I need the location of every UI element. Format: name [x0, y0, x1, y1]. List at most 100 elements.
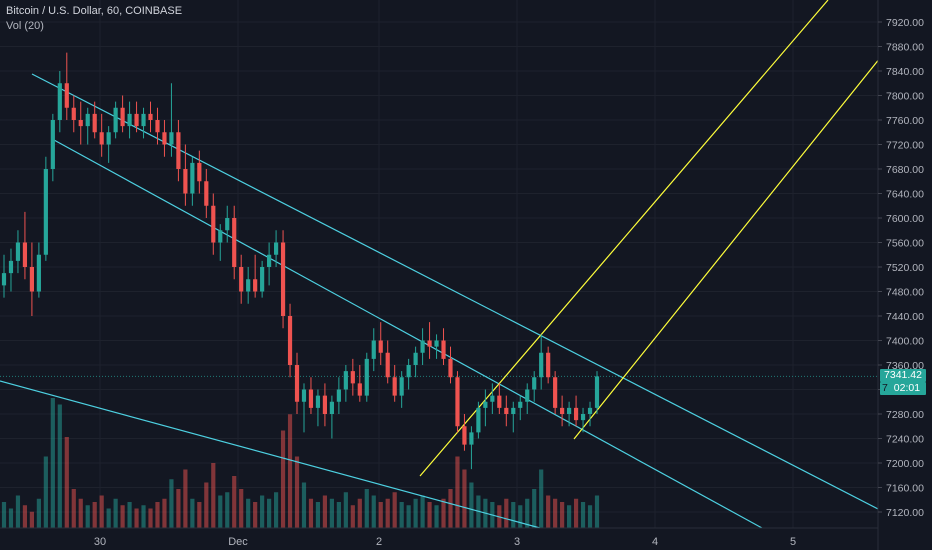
trendlines[interactable]: [0, 0, 881, 529]
candle-body: [378, 340, 383, 353]
candlesticks: [1, 52, 600, 470]
candle-body: [329, 401, 334, 414]
volume-bar: [71, 489, 76, 528]
volume-bar: [287, 414, 293, 528]
volume-bar: [8, 508, 14, 528]
candle-body: [343, 371, 348, 390]
volume-bar: [225, 492, 230, 528]
candle-body: [483, 401, 488, 408]
price-tick-label: 7480.00: [886, 287, 924, 299]
countdown-tag: 7 02:01: [880, 382, 926, 395]
symbol-title[interactable]: Bitcoin / U.S. Dollar, 60, COINBASE: [6, 5, 183, 17]
volume-bar: [343, 492, 348, 528]
candle-body: [497, 395, 502, 408]
price-tick-label: 7600.00: [886, 213, 924, 225]
candle-body: [169, 132, 174, 145]
volume-bar: [211, 463, 216, 528]
price-tick-label: 7720.00: [886, 140, 924, 152]
candle-body: [204, 181, 209, 206]
price-tick-label: 7920.00: [886, 17, 924, 29]
volume-bar: [169, 479, 174, 528]
volume-bar: [162, 498, 167, 528]
candle-body: [232, 218, 237, 267]
volume-bar: [392, 492, 397, 528]
volume-bar: [580, 502, 586, 528]
candle-body: [64, 83, 69, 108]
trendline-yellow: [419, 0, 829, 477]
candle-body: [78, 120, 83, 127]
volume-bar: [329, 498, 334, 528]
candle-body: [50, 120, 55, 169]
trendline-cyan: [31, 73, 881, 511]
volume-bar: [148, 508, 153, 528]
volume-bar: [85, 505, 90, 528]
volume-bar: [267, 498, 272, 528]
candle-body: [1, 273, 7, 286]
candle-body: [29, 267, 34, 292]
volume-bar: [378, 502, 383, 528]
price-tick-label: 7640.00: [886, 189, 924, 201]
candle-body: [190, 162, 195, 194]
volume-bar: [246, 498, 251, 528]
candle-body: [413, 352, 418, 365]
time-axis[interactable]: 30 Dec 2 3 4 5: [0, 527, 878, 548]
candle-body: [43, 169, 48, 255]
volume-bar: [420, 495, 425, 528]
candle-body: [392, 377, 397, 396]
volume-bar: [127, 502, 132, 528]
time-tick-label: 5: [790, 536, 796, 548]
candle-body: [155, 120, 160, 133]
price-tick-label: 7400.00: [886, 336, 924, 348]
candle-body: [57, 83, 62, 120]
candle-body: [434, 340, 439, 347]
candle-body: [371, 340, 376, 359]
candle-body: [532, 377, 537, 390]
volume-bar: [587, 505, 593, 528]
candle-body: [462, 426, 467, 445]
volume-bar: [462, 469, 467, 528]
volume-bar: [427, 502, 432, 528]
price-tick-label: 7560.00: [886, 238, 924, 250]
price-tick-label: 7120.00: [886, 507, 924, 519]
candle-body: [504, 407, 509, 414]
candle-body: [211, 205, 216, 243]
candle-body: [357, 383, 362, 396]
price-tick-label: 7280.00: [886, 409, 924, 421]
candle-body: [197, 162, 202, 182]
price-axis[interactable]: 7120.007160.007200.007240.007280.007320.…: [877, 0, 932, 550]
price-tick-label: 7520.00: [886, 262, 924, 274]
volume-bar: [441, 498, 446, 528]
candle-body: [273, 242, 279, 255]
volume-bar: [455, 456, 460, 528]
candle-body: [594, 376, 600, 408]
time-tick-label: 4: [652, 536, 658, 548]
volume-bar: [469, 482, 474, 528]
volume-bar: [260, 495, 265, 528]
candle-body: [246, 279, 251, 292]
candle-body: [573, 407, 579, 421]
volume-bar: [413, 498, 418, 528]
volume-bar: [357, 498, 362, 528]
candle-body: [511, 407, 516, 414]
chart-grid: [0, 0, 878, 528]
candle-body: [267, 254, 272, 267]
volume-bar: [176, 489, 181, 528]
volume-bar: [385, 498, 390, 528]
price-tick-label: 7240.00: [886, 434, 924, 446]
candle-body: [301, 389, 307, 402]
candle-body: [260, 267, 265, 292]
volume-bar: [183, 469, 188, 528]
volume-bar: [434, 505, 439, 528]
volume-bar: [120, 505, 125, 528]
volume-bar: [308, 498, 314, 528]
volume-bar: [406, 505, 411, 528]
volume-bar: [190, 498, 195, 528]
volume-bar: [29, 511, 34, 528]
volume-bar: [253, 502, 258, 528]
volume-bar: [567, 505, 572, 528]
candle-body: [162, 132, 167, 145]
candle-body: [518, 401, 523, 408]
volume-indicator-label[interactable]: Vol (20): [6, 20, 44, 32]
volume-bar: [141, 505, 146, 528]
